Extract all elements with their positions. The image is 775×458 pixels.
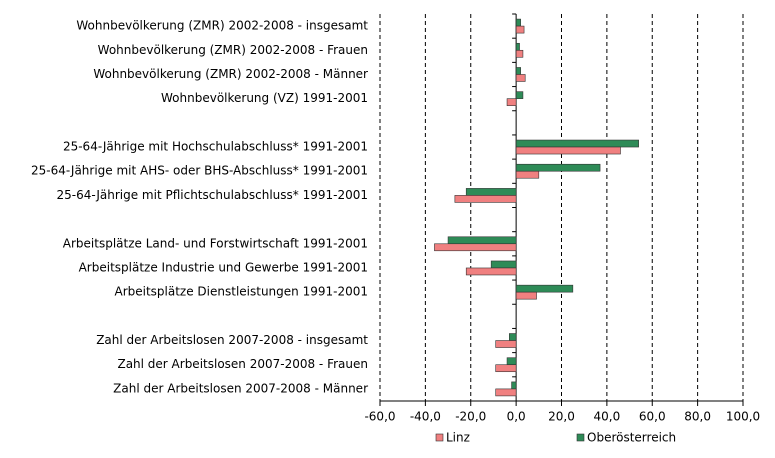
bar xyxy=(506,98,517,106)
x-tick-label: 100,0 xyxy=(726,410,760,424)
x-tick-label: 0,0 xyxy=(507,410,526,424)
x-tick-label: 40,0 xyxy=(594,410,621,424)
legend-label: Linz xyxy=(446,431,470,445)
y-tick-label: 25-64-Jährige mit Hochschulabschluss* 19… xyxy=(63,140,368,154)
y-tick-label: Arbeitsplätze Land- und Forstwirtschaft … xyxy=(63,236,368,250)
bar xyxy=(515,170,540,179)
bar xyxy=(495,364,517,373)
legend-swatch xyxy=(435,433,444,442)
bar xyxy=(465,188,517,196)
bar xyxy=(495,340,517,348)
bar xyxy=(447,236,517,245)
bar xyxy=(515,284,574,293)
bar xyxy=(490,260,517,269)
bar xyxy=(515,74,526,82)
legend-label: Oberösterreich xyxy=(587,431,676,445)
y-tick-label: Zahl der Arbeitslosen 2007-2008 - insges… xyxy=(96,333,368,347)
y-tick-label: Wohnbevölkerung (ZMR) 2002-2008 - Männer xyxy=(93,67,368,81)
x-tick-label: -20,0 xyxy=(455,410,486,424)
x-tick-label: 60,0 xyxy=(639,410,666,424)
bar xyxy=(515,42,520,51)
bar xyxy=(465,267,517,276)
bar xyxy=(511,381,517,390)
y-tick-label: Arbeitsplätze Industrie und Gewerbe 1991… xyxy=(79,260,368,274)
bar xyxy=(454,195,517,203)
legend-swatch xyxy=(576,433,585,442)
bar xyxy=(515,18,521,27)
bar xyxy=(515,163,601,172)
y-tick-label: Wohnbevölkerung (ZMR) 2002-2008 - insges… xyxy=(76,19,368,33)
bar xyxy=(515,25,525,34)
bar xyxy=(515,91,524,99)
y-tick-label: 25-64-Jährige mit AHS- oder BHS-Abschlus… xyxy=(31,164,368,178)
y-tick-label: Zahl der Arbeitslosen 2007-2008 - Frauen xyxy=(117,357,368,371)
y-tick-label: 25-64-Jährige mit Pflichtschulabschluss*… xyxy=(56,188,368,202)
x-tick-label: 80,0 xyxy=(684,410,711,424)
x-tick-label: 20,0 xyxy=(548,410,575,424)
y-tick-label: Zahl der Arbeitslosen 2007-2008 - Männer xyxy=(113,381,368,395)
y-tick-label: Arbeitsplätze Dienstleistungen 1991-2001 xyxy=(114,285,368,299)
y-tick-label: Wohnbevölkerung (ZMR) 2002-2008 - Frauen xyxy=(98,43,368,57)
bar xyxy=(515,139,639,148)
bar xyxy=(495,388,517,397)
x-tick-label: -60,0 xyxy=(364,410,395,424)
bar xyxy=(515,67,521,75)
bar xyxy=(506,357,517,366)
bar xyxy=(515,49,524,58)
bar xyxy=(515,146,621,155)
y-tick-label: Wohnbevölkerung (VZ) 1991-2001 xyxy=(161,91,368,105)
bar xyxy=(434,243,517,252)
bar xyxy=(515,291,537,300)
bar xyxy=(509,333,517,341)
x-tick-label: -40,0 xyxy=(410,410,441,424)
